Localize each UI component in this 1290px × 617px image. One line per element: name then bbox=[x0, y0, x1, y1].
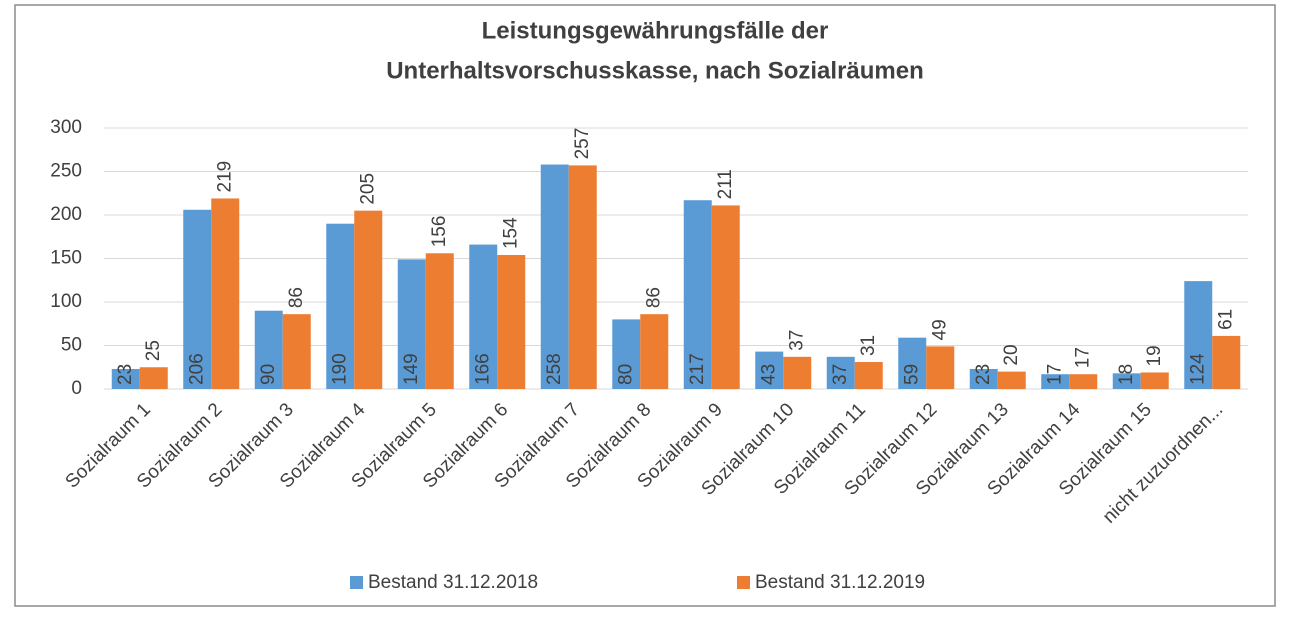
legend-label: Bestand 31.12.2018 bbox=[368, 572, 538, 593]
bar bbox=[1212, 335, 1241, 389]
bar bbox=[397, 259, 426, 389]
bar bbox=[783, 356, 812, 389]
data-label: 258 bbox=[544, 353, 565, 385]
y-tick-label: 200 bbox=[50, 204, 82, 225]
data-label: 205 bbox=[357, 173, 378, 205]
bar bbox=[1184, 281, 1213, 389]
bar bbox=[254, 310, 283, 389]
chart-title: Unterhaltsvorschusskasse, nach Sozialräu… bbox=[386, 57, 924, 84]
data-label: 217 bbox=[687, 353, 708, 385]
data-label: 61 bbox=[1215, 309, 1236, 330]
bar bbox=[926, 346, 955, 389]
legend-swatch bbox=[350, 576, 363, 589]
bar bbox=[612, 319, 641, 389]
bar bbox=[1069, 374, 1098, 389]
bar bbox=[711, 205, 740, 389]
data-label: 17 bbox=[1072, 347, 1093, 368]
data-label: 166 bbox=[472, 353, 493, 385]
data-label: 149 bbox=[401, 353, 422, 385]
data-label: 20 bbox=[1001, 344, 1022, 365]
data-label: 23 bbox=[115, 364, 136, 385]
bar bbox=[1041, 374, 1070, 389]
legend-label: Bestand 31.12.2019 bbox=[755, 572, 925, 593]
bar bbox=[640, 314, 669, 389]
bar bbox=[326, 223, 355, 389]
data-label: 25 bbox=[143, 340, 164, 361]
data-label: 124 bbox=[1187, 353, 1208, 385]
data-label: 43 bbox=[758, 364, 779, 385]
data-label: 49 bbox=[929, 319, 950, 340]
bar bbox=[826, 356, 855, 389]
y-tick-label: 100 bbox=[50, 291, 82, 312]
data-label: 37 bbox=[830, 364, 851, 385]
bar bbox=[898, 337, 927, 389]
bar bbox=[469, 244, 498, 389]
legend-swatch bbox=[737, 576, 750, 589]
data-label: 19 bbox=[1144, 345, 1165, 366]
bar bbox=[755, 351, 784, 389]
data-label: 80 bbox=[615, 364, 636, 385]
data-label: 219 bbox=[214, 161, 235, 193]
bar bbox=[540, 164, 569, 389]
data-label: 206 bbox=[186, 353, 207, 385]
bar bbox=[183, 209, 212, 389]
data-label: 257 bbox=[572, 128, 593, 160]
data-label: 90 bbox=[258, 364, 279, 385]
bar bbox=[111, 368, 140, 389]
bar bbox=[425, 253, 454, 389]
data-label: 154 bbox=[500, 217, 521, 249]
bar bbox=[969, 368, 998, 389]
bar bbox=[854, 362, 883, 389]
bar bbox=[139, 367, 168, 389]
y-tick-label: 150 bbox=[50, 248, 82, 269]
chart-title: Leistungsgewährungsfälle der bbox=[482, 17, 829, 44]
bar bbox=[354, 210, 383, 389]
bar bbox=[568, 165, 597, 389]
data-label: 37 bbox=[786, 330, 807, 351]
bar bbox=[282, 314, 311, 389]
y-tick-label: 300 bbox=[50, 117, 82, 138]
bar bbox=[683, 200, 712, 389]
data-label: 18 bbox=[1116, 364, 1137, 385]
data-label: 59 bbox=[901, 364, 922, 385]
bar bbox=[211, 198, 240, 389]
data-label: 86 bbox=[643, 287, 664, 308]
data-label: 156 bbox=[429, 216, 450, 248]
data-label: 17 bbox=[1044, 364, 1065, 385]
data-label: 86 bbox=[286, 287, 307, 308]
bar bbox=[997, 371, 1026, 389]
data-label: 31 bbox=[858, 335, 879, 356]
bar bbox=[1140, 372, 1169, 389]
bar bbox=[1112, 373, 1141, 389]
y-tick-label: 250 bbox=[50, 161, 82, 182]
bar bbox=[497, 255, 526, 389]
data-label: 211 bbox=[715, 169, 736, 199]
y-tick-label: 0 bbox=[71, 378, 82, 399]
data-label: 190 bbox=[329, 353, 350, 385]
y-tick-label: 50 bbox=[61, 335, 82, 356]
data-label: 23 bbox=[973, 364, 994, 385]
